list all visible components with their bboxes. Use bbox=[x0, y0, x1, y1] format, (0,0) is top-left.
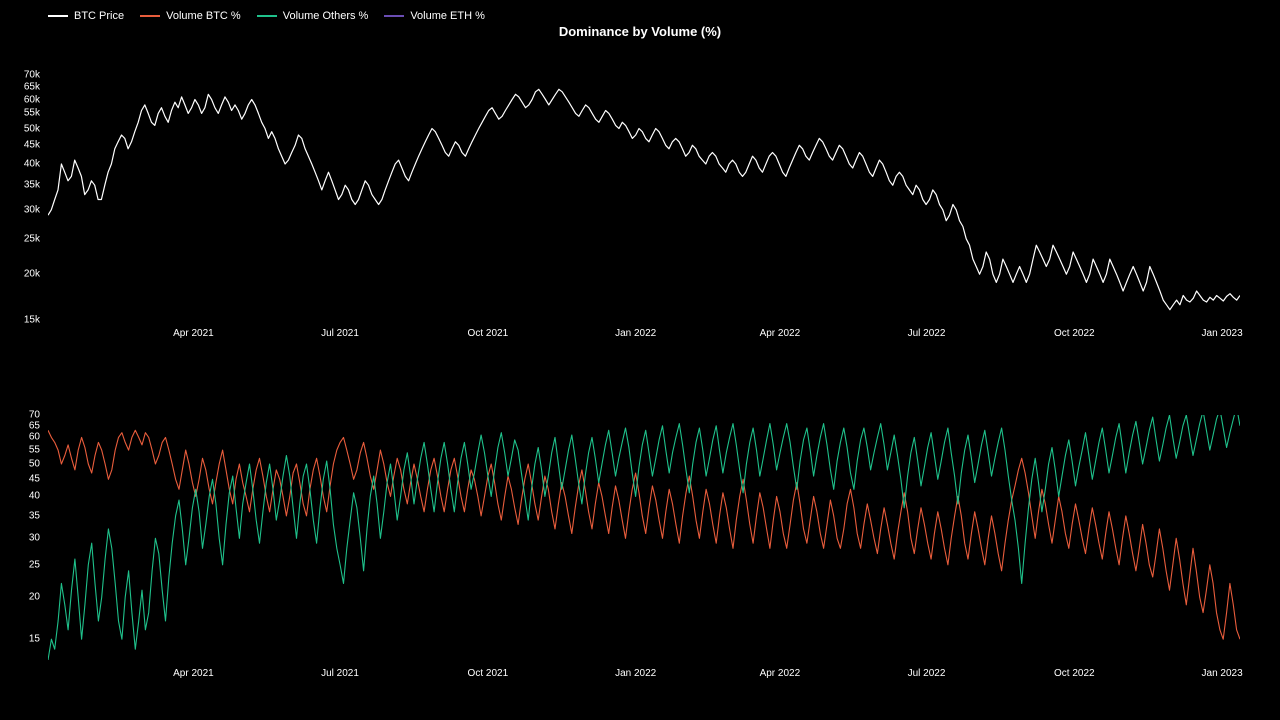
ytick-label: 45 bbox=[29, 474, 44, 485]
ytick-label: 55 bbox=[29, 445, 44, 456]
legend-item-vol-btc[interactable]: Volume BTC % bbox=[140, 10, 241, 22]
legend-label: Volume ETH % bbox=[410, 10, 485, 22]
xtick-label: Apr 2022 bbox=[760, 328, 801, 339]
chart-title: Dominance by Volume (%) bbox=[0, 24, 1280, 39]
ytick-label: 25k bbox=[24, 233, 44, 244]
xtick-label: Jan 2022 bbox=[615, 668, 656, 679]
ytick-label: 30k bbox=[24, 204, 44, 215]
xaxis-price: Apr 2021 Jul 2021 Oct 2021 Jan 2022 Apr 2022… bbox=[48, 328, 1240, 344]
legend-item-vol-others[interactable]: Volume Others % bbox=[257, 10, 369, 22]
xtick-label: Jul 2022 bbox=[908, 328, 946, 339]
legend-swatch bbox=[48, 15, 68, 17]
ytick-label: 40k bbox=[24, 159, 44, 170]
xtick-label: Jan 2023 bbox=[1202, 328, 1243, 339]
ytick-label: 65 bbox=[29, 420, 44, 431]
ytick-label: 20k bbox=[24, 269, 44, 280]
xtick-label: Apr 2021 bbox=[173, 668, 214, 679]
yaxis-volume: 152025303540455055606570 bbox=[0, 415, 44, 660]
ytick-label: 65k bbox=[24, 81, 44, 92]
series-line[interactable] bbox=[48, 89, 1240, 309]
xtick-label: Oct 2021 bbox=[468, 668, 509, 679]
ytick-label: 35k bbox=[24, 180, 44, 191]
volume-chart-svg[interactable] bbox=[48, 415, 1240, 660]
price-chart-panel: 15k20k25k30k35k40k45k50k55k60k65k70k Apr… bbox=[0, 75, 1280, 344]
xtick-label: Apr 2022 bbox=[760, 668, 801, 679]
xaxis-volume: Apr 2021 Jul 2021 Oct 2021 Jan 2022 Apr 2022… bbox=[48, 668, 1240, 684]
ytick-label: 25 bbox=[29, 559, 44, 570]
series-line[interactable] bbox=[48, 430, 1240, 639]
legend-swatch bbox=[140, 15, 160, 17]
legend-item-vol-eth[interactable]: Volume ETH % bbox=[384, 10, 485, 22]
legend-swatch bbox=[257, 15, 277, 17]
xtick-label: Oct 2021 bbox=[468, 328, 509, 339]
legend-swatch bbox=[384, 15, 404, 17]
xtick-label: Jul 2021 bbox=[321, 328, 359, 339]
ytick-label: 70 bbox=[29, 410, 44, 421]
xtick-label: Jul 2021 bbox=[321, 668, 359, 679]
legend: BTC Price Volume BTC % Volume Others % V… bbox=[48, 10, 485, 22]
ytick-label: 50 bbox=[29, 458, 44, 469]
ytick-label: 60 bbox=[29, 432, 44, 443]
legend-item-btc-price[interactable]: BTC Price bbox=[48, 10, 124, 22]
legend-label: Volume BTC % bbox=[166, 10, 241, 22]
volume-chart-panel: 152025303540455055606570 Apr 2021Jul 202… bbox=[0, 415, 1280, 684]
ytick-label: 15 bbox=[29, 634, 44, 645]
ytick-label: 35 bbox=[29, 510, 44, 521]
xtick-label: Oct 2022 bbox=[1054, 668, 1095, 679]
xtick-label: Oct 2022 bbox=[1054, 328, 1095, 339]
ytick-label: 70k bbox=[24, 70, 44, 81]
xtick-label: Jul 2022 bbox=[908, 668, 946, 679]
legend-label: BTC Price bbox=[74, 10, 124, 22]
xtick-label: Apr 2021 bbox=[173, 328, 214, 339]
ytick-label: 50k bbox=[24, 123, 44, 134]
xtick-label: Jan 2023 bbox=[1202, 668, 1243, 679]
ytick-label: 45k bbox=[24, 140, 44, 151]
ytick-label: 20 bbox=[29, 592, 44, 603]
ytick-label: 55k bbox=[24, 108, 44, 119]
yaxis-price: 15k20k25k30k35k40k45k50k55k60k65k70k bbox=[0, 75, 44, 320]
ytick-label: 60k bbox=[24, 94, 44, 105]
ytick-label: 40 bbox=[29, 491, 44, 502]
ytick-label: 30 bbox=[29, 533, 44, 544]
price-chart-svg[interactable] bbox=[48, 75, 1240, 320]
series-line[interactable] bbox=[48, 415, 1240, 660]
ytick-label: 15k bbox=[24, 315, 44, 326]
legend-label: Volume Others % bbox=[283, 10, 369, 22]
xtick-label: Jan 2022 bbox=[615, 328, 656, 339]
